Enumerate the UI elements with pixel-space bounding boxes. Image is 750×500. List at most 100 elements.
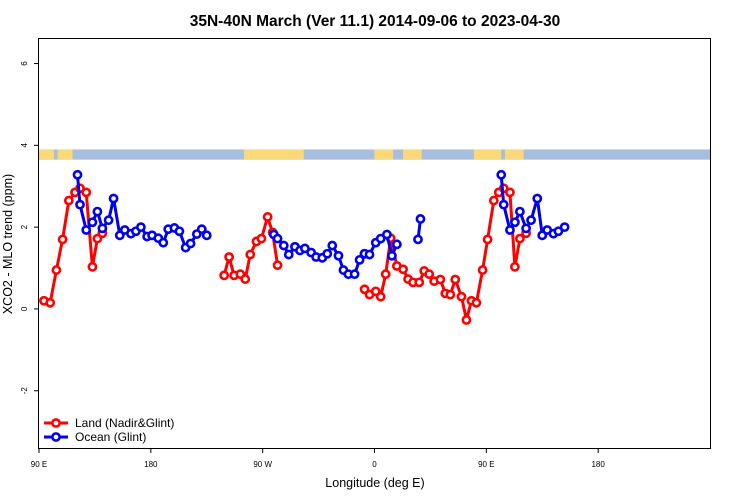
y-tick-label: -2 [20, 387, 29, 395]
land-data-point [435, 274, 446, 285]
ocean-data-point [103, 215, 114, 226]
ocean-data-point [81, 225, 92, 235]
land-strip-segment [504, 149, 524, 160]
land-data-point [57, 234, 68, 245]
ocean-data-point [75, 199, 85, 210]
y-tick-label: 0 [20, 306, 29, 311]
land-data-point [245, 249, 256, 260]
land-data-point [380, 269, 391, 280]
land-data-point [445, 289, 456, 300]
chart-title: 35N-40N March (Ver 11.1) 2014-09-06 to 2… [190, 13, 561, 30]
land-data-point [240, 274, 251, 284]
land-data-point [505, 187, 515, 198]
land-data-point [256, 233, 267, 244]
x-tick-label: 90 W [253, 460, 272, 469]
ocean-legend-marker [51, 432, 61, 442]
land-data-point [87, 261, 98, 272]
x-axis-label: Longitude (deg E) [325, 476, 424, 490]
ocean-legend-label: Ocean (Glint) [75, 430, 146, 444]
ocean-data-point [559, 222, 570, 233]
y-axis-label: XCO2 - MLO trend (ppm) [1, 174, 15, 314]
ocean-data-point [322, 248, 333, 259]
ocean-data-point [354, 254, 365, 265]
ocean-data-point [391, 239, 402, 250]
land-data-point [262, 212, 273, 222]
land-data-point [272, 260, 283, 271]
legend: Land (Nadir&Glint)Ocean (Glint) [44, 416, 174, 444]
ocean-data-point [510, 217, 520, 228]
ocean-data-point [185, 238, 196, 249]
land-series-line [222, 215, 280, 281]
land-data-point [414, 277, 425, 288]
land-strip-segment [473, 149, 502, 160]
land-strip-segment [403, 149, 422, 160]
land-data-point [398, 264, 408, 275]
land-data-point [63, 195, 74, 206]
land-strip-segment [244, 149, 304, 160]
ocean-data-point [349, 269, 360, 280]
ocean-data-point [498, 199, 509, 210]
ocean-data-point [283, 249, 294, 260]
x-tick-label: 180 [591, 460, 605, 469]
y-tick-label: 2 [20, 224, 29, 229]
ocean-data-point [158, 237, 169, 248]
land-data-point [424, 269, 435, 280]
land-data-point [456, 291, 467, 302]
ocean-data-point [521, 223, 531, 234]
land-data-point [51, 265, 62, 275]
ocean-data-point [174, 226, 185, 237]
land-data-point [219, 270, 230, 281]
land-data-point [477, 265, 488, 275]
y-axis: -2 0 2 4 6 [20, 61, 39, 395]
ocean-data-point [415, 214, 426, 224]
land-data-point [482, 234, 493, 245]
land-data-point [471, 297, 482, 308]
x-tick-label: 90 E [478, 460, 494, 469]
land-legend-label: Land (Nadir&Glint) [75, 416, 174, 430]
land-data-point [45, 297, 56, 308]
x-axis: 90 E 180 90 W 0 90 E 180 [31, 448, 605, 469]
land-data-point [514, 233, 525, 244]
ocean-data-point [505, 225, 515, 235]
land-data-point [81, 187, 92, 198]
ocean-data-point [272, 233, 283, 244]
ocean-data-point [413, 234, 423, 245]
land-ocean-strip [39, 149, 710, 160]
x-tick-label: 0 [372, 460, 377, 469]
series-group [39, 169, 570, 325]
ocean-data-point [72, 169, 83, 180]
land-data-point [450, 274, 461, 285]
ocean-data-point [196, 224, 207, 235]
land-data-point [224, 252, 235, 262]
ocean-data-point [92, 206, 103, 217]
land-data-point [488, 195, 499, 206]
ocean-data-point [514, 206, 525, 217]
ocean-data-point [526, 215, 536, 226]
ocean-data-point [87, 217, 98, 228]
y-tick-label: 6 [20, 61, 29, 66]
y-tick-label: 4 [20, 143, 29, 148]
x-tick-label: 180 [144, 460, 158, 469]
ocean-data-point [532, 193, 543, 204]
land-strip-segment [39, 149, 54, 160]
ocean-data-point [386, 250, 397, 261]
ocean-data-point [382, 229, 392, 240]
ocean-data-point [327, 240, 338, 251]
ocean-data-point [201, 230, 212, 241]
ocean-data-point [135, 222, 146, 233]
land-data-point [510, 261, 520, 272]
land-strip-segment [374, 149, 394, 160]
x-tick-label: 90 E [31, 460, 47, 469]
ocean-data-point [97, 223, 108, 234]
ocean-data-point [108, 193, 119, 204]
land-data-point [375, 291, 386, 302]
land-series-line [43, 186, 104, 305]
land-legend-marker [51, 418, 61, 428]
ocean-data-point [496, 169, 507, 180]
land-strip-segment [57, 149, 73, 160]
ocean-data-point [333, 250, 344, 261]
ocean-data-point [278, 240, 289, 251]
land-data-point [461, 315, 472, 325]
ocean-data-point [364, 249, 375, 260]
